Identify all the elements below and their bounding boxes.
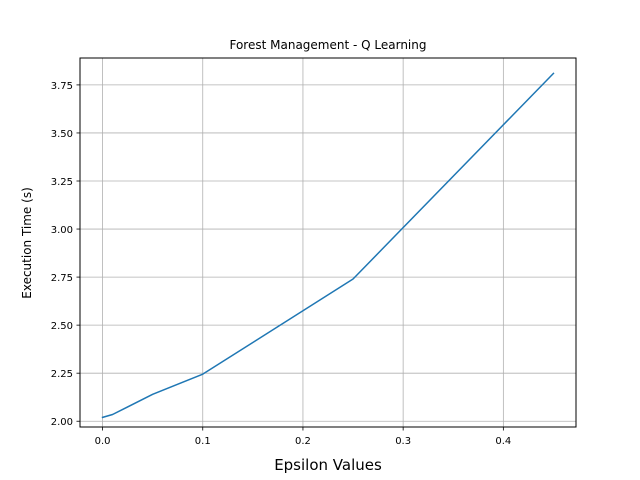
series-line [101, 72, 555, 419]
x-tick-label: 0.1 [195, 436, 211, 447]
y-tick-label: 2.75 [51, 273, 73, 284]
chart-title: Forest Management - Q Learning [229, 38, 426, 52]
x-tick-label: 0.0 [95, 436, 111, 447]
series-layer [101, 72, 555, 419]
y-axis-ticks: 2.00 2.25 2.50 2.75 3.00 3.25 3.50 3.75 [51, 81, 80, 428]
x-tick-label: 0.3 [395, 436, 411, 447]
y-tick-label: 2.50 [51, 321, 73, 332]
x-tick-label: 0.2 [295, 436, 311, 447]
x-axis-ticks: 0.0 0.1 0.2 0.3 0.4 [95, 427, 511, 447]
y-tick-label: 3.25 [51, 177, 73, 188]
y-tick-label: 3.50 [51, 129, 73, 140]
grid [80, 58, 576, 427]
y-axis-label: Execution Time (s) [20, 187, 34, 299]
y-tick-label: 3.75 [51, 81, 73, 92]
y-tick-label: 2.00 [51, 417, 73, 428]
plot-area-frame [79, 57, 577, 428]
y-tick-label: 3.00 [51, 225, 73, 236]
x-axis-label: Epsilon Values [274, 456, 382, 474]
y-tick-label: 2.25 [51, 369, 73, 380]
x-tick-label: 0.4 [495, 436, 511, 447]
